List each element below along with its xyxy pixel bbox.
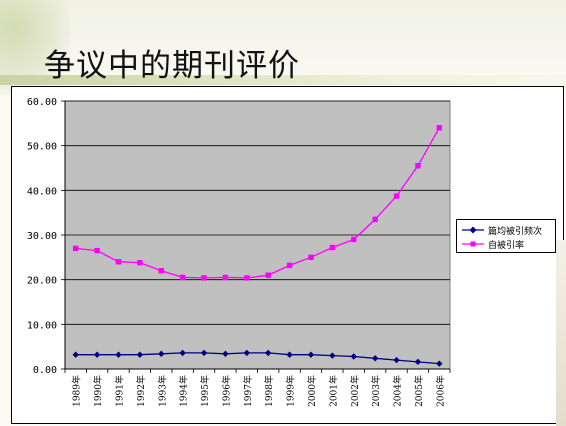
- legend-swatch-citations: [462, 226, 484, 234]
- data-point-self-citation: [286, 262, 293, 269]
- y-tick-label: 50.00: [27, 142, 57, 153]
- x-tick-label: 1998年: [263, 375, 275, 407]
- data-point-citations: [286, 351, 293, 358]
- data-point-citations: [307, 351, 315, 358]
- legend-item-self-citation: 自被引率: [461, 237, 524, 251]
- series-line-0: [75, 352, 440, 365]
- data-point-citations: [393, 356, 400, 364]
- x-tick-label: 2000年: [306, 375, 318, 407]
- y-tick-label: 30.00: [27, 231, 57, 242]
- data-point-self-citation: [158, 268, 164, 274]
- y-tick-label: 60.00: [27, 97, 57, 108]
- x-tick-label: 1992年: [135, 375, 147, 407]
- legend-label-citations: 篇均被引频次: [488, 226, 543, 237]
- data-point-citations: [200, 349, 208, 357]
- x-tick-label: 2002年: [349, 375, 361, 407]
- gridlines: [65, 100, 450, 325]
- data-point-citations: [414, 358, 422, 366]
- x-tick-label: 1994年: [178, 375, 190, 407]
- data-point-citations: [72, 351, 79, 358]
- legend-item-citations: 篇均被引频次: [461, 223, 542, 237]
- series-layer: [72, 125, 443, 367]
- data-point-self-citation: [72, 245, 79, 252]
- data-point-citations: [136, 351, 144, 358]
- x-tick-label: 2006年: [434, 375, 446, 407]
- x-tick-label: 2003年: [370, 375, 382, 407]
- legend-swatch-self-citation: [462, 241, 484, 247]
- x-tick-label: 1991年: [113, 375, 125, 407]
- x-tick-label: 1993年: [156, 375, 168, 407]
- x-tick-label: 1995年: [199, 375, 211, 407]
- data-point-self-citation: [415, 163, 421, 169]
- data-point-citations: [179, 349, 186, 357]
- data-point-citations: [222, 350, 229, 358]
- data-point-citations: [158, 350, 165, 358]
- y-tick-label: 40.00: [27, 186, 57, 197]
- x-tick-label: 1997年: [242, 375, 254, 407]
- x-axis-ticks: 1989年 1990年 1991年 1992年 1993年 1994年 1995年 1996年…: [64, 369, 451, 407]
- data-point-self-citation: [222, 274, 229, 281]
- x-tick-label: 2001年: [327, 375, 339, 407]
- y-tick-label: 20.00: [27, 276, 57, 287]
- slide-title: 争议中的期刊评价: [44, 48, 300, 84]
- right-edge-decoration: [556, 240, 566, 426]
- x-tick-label: 2005年: [413, 375, 425, 407]
- data-point-citations: [436, 360, 443, 367]
- data-point-self-citation: [265, 272, 271, 278]
- data-point-self-citation: [201, 275, 207, 281]
- data-point-self-citation: [308, 254, 314, 261]
- data-point-self-citation: [329, 244, 336, 251]
- data-point-self-citation: [393, 193, 400, 199]
- y-tick-label: 10.00: [27, 320, 57, 331]
- x-tick-label: 2004年: [392, 375, 404, 407]
- x-tick-label: 1999年: [285, 375, 297, 407]
- data-point-citations: [115, 351, 122, 358]
- x-tick-label: 1996年: [220, 375, 232, 407]
- data-point-self-citation: [436, 125, 443, 131]
- data-point-citations: [350, 353, 357, 360]
- chart-legend: 篇均被引频次 自被引率: [456, 219, 556, 253]
- data-point-citations: [93, 351, 101, 358]
- data-point-self-citation: [244, 275, 250, 281]
- data-point-self-citation: [115, 259, 122, 265]
- data-point-self-citation: [372, 216, 378, 223]
- data-point-citations: [264, 349, 272, 357]
- y-tick-label: 0.00: [33, 365, 57, 376]
- x-tick-label: 1989年: [71, 375, 83, 407]
- series-line-1: [75, 127, 440, 279]
- data-point-self-citation: [351, 236, 357, 243]
- data-point-citations: [243, 349, 251, 357]
- legend-label-self-citation: 自被引率: [488, 240, 525, 251]
- data-point-citations: [329, 352, 336, 359]
- data-point-self-citation: [137, 259, 143, 266]
- data-point-self-citation: [94, 247, 100, 254]
- title-underline-band: [0, 75, 566, 85]
- data-point-citations: [371, 355, 379, 362]
- x-tick-label: 1990年: [92, 375, 104, 407]
- data-point-self-citation: [179, 274, 186, 281]
